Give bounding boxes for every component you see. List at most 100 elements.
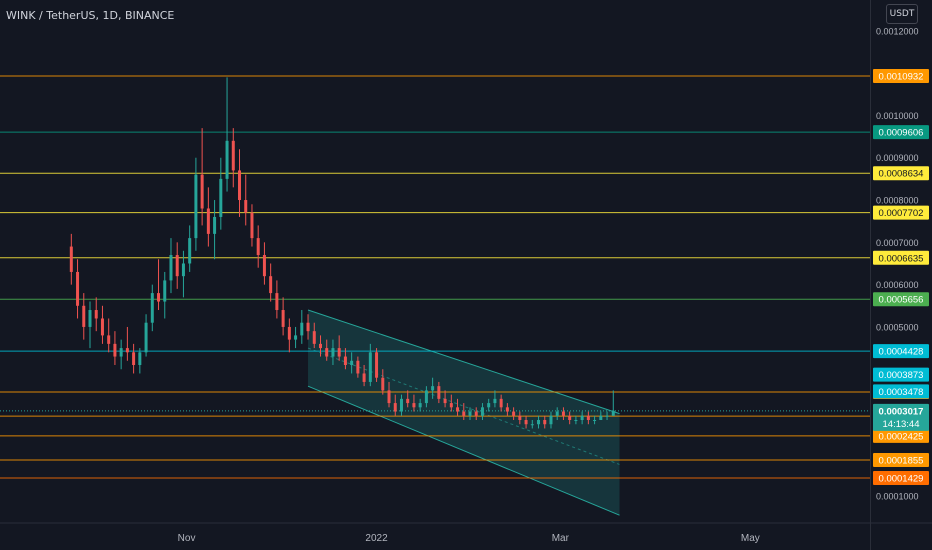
channel-upper-line <box>307 309 620 415</box>
candle-body <box>549 415 553 425</box>
candle-body <box>568 415 572 421</box>
candle-body <box>82 305 86 327</box>
x-tick-label: 2022 <box>365 533 388 544</box>
level-price-label: 0.0009606 <box>879 128 924 139</box>
y-tick-label: 0.0009000 <box>876 153 919 163</box>
x-tick-label: Nov <box>178 533 196 544</box>
candle-body <box>555 411 559 416</box>
level-price-label: 0.0002425 <box>879 431 924 442</box>
candle-body <box>281 310 285 327</box>
extra-price-label-bg <box>873 384 929 399</box>
level-price-label: 0.0005656 <box>879 295 924 306</box>
level-price-label: 0.0004428 <box>879 347 924 358</box>
y-tick-label: 0.0008000 <box>876 196 919 206</box>
candle-body <box>100 318 104 336</box>
candle-body <box>238 170 242 201</box>
candle-body <box>169 255 173 281</box>
candle-body <box>561 411 565 416</box>
candle-body <box>318 343 322 349</box>
y-tick-label: 0.0001000 <box>876 492 919 502</box>
level-price-label: 0.0010932 <box>879 72 924 83</box>
candle-body <box>474 411 478 416</box>
candle-body <box>399 398 403 412</box>
x-tick-label: Mar <box>552 533 570 544</box>
candle-body <box>375 352 379 378</box>
candle-body <box>505 407 509 412</box>
level-price-label-bg <box>873 250 929 265</box>
y-tick-label: 0.0007000 <box>876 238 919 248</box>
candle-body <box>331 348 335 357</box>
candle-body <box>213 216 217 234</box>
candle-body <box>107 335 111 344</box>
bar-countdown-label: 14:13:44 <box>883 419 920 430</box>
candle-body <box>269 276 273 294</box>
candle-body <box>387 390 391 404</box>
candle-body <box>138 352 142 366</box>
candle-body <box>412 403 416 408</box>
last-price-label: 0.0003017 <box>879 406 924 417</box>
candle-body <box>418 403 422 408</box>
candle-body <box>69 246 73 272</box>
candle-body <box>499 398 503 408</box>
level-price-label-bg <box>873 205 929 220</box>
level-price-label: 0.0001429 <box>879 474 924 485</box>
candle-body <box>393 403 397 412</box>
candle-body <box>356 360 360 374</box>
channel-lower-line <box>307 385 620 516</box>
y-tick-label: 0.0005000 <box>876 322 919 332</box>
candle-body <box>431 386 435 391</box>
candle-body <box>287 326 291 340</box>
candle-body <box>163 280 167 302</box>
candle-body <box>88 310 92 327</box>
candle-body <box>381 377 385 391</box>
candle-body <box>231 140 235 171</box>
level-price-label-bg <box>873 452 929 467</box>
candle-body <box>225 140 229 179</box>
candle-body <box>462 411 466 416</box>
candle-body <box>593 420 597 422</box>
candle-body <box>362 373 366 382</box>
candle-body <box>125 348 129 353</box>
candle-body <box>599 415 603 421</box>
candle-body <box>119 348 123 357</box>
symbol-title[interactable]: WINK / TetherUS, 1D, BINANCE <box>6 9 175 22</box>
candle-body <box>200 174 204 209</box>
level-price-label-bg <box>873 166 929 181</box>
candle-body <box>437 386 441 399</box>
candle-body <box>132 352 136 366</box>
extra-price-label: 0.0003873 <box>879 370 924 381</box>
currency-button[interactable]: USDT <box>886 4 918 24</box>
candle-body <box>312 331 316 344</box>
candle-body <box>244 200 248 213</box>
candle-body <box>449 403 453 408</box>
candle-body <box>76 271 80 306</box>
candle-body <box>456 407 460 412</box>
candle-body <box>188 238 192 264</box>
channel-mid-line <box>307 347 620 465</box>
candle-body <box>94 310 98 319</box>
candle-body <box>512 411 516 416</box>
candle-body <box>144 322 148 353</box>
candle-body <box>368 352 372 382</box>
candle-body <box>524 420 528 425</box>
level-price-label: 0.0001855 <box>879 455 924 466</box>
candle-body <box>250 212 254 239</box>
candle-body <box>343 356 347 366</box>
y-tick-label: 0.0006000 <box>876 280 919 290</box>
extra-price-label-bg <box>873 367 929 382</box>
candle-body <box>300 322 304 336</box>
candle-body <box>424 390 428 404</box>
candle-body <box>487 403 491 408</box>
candle-body <box>275 293 279 311</box>
level-price-label-bg <box>873 69 929 83</box>
x-tick-label: May <box>741 533 760 544</box>
candle-body <box>468 411 472 416</box>
level-price-label: 0.0007702 <box>879 208 924 219</box>
last-price-tag-bg <box>873 403 929 431</box>
level-price-label-bg <box>873 471 929 485</box>
level-price-label-bg <box>873 344 929 359</box>
y-tick-label: 0.0012000 <box>876 26 919 36</box>
level-price-label: 0.0008634 <box>879 169 924 180</box>
candle-body <box>480 407 484 416</box>
